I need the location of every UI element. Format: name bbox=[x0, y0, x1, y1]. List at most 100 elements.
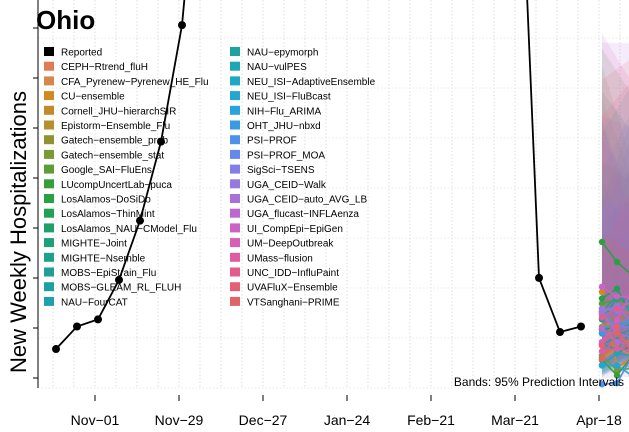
legend-swatch bbox=[230, 208, 240, 218]
bands-annotation: Bands: 95% Prediction Intervals bbox=[454, 375, 624, 389]
forecast-lines bbox=[598, 238, 629, 388]
legend-label: NAU−vulPES bbox=[247, 62, 307, 73]
legend-label: UI_CompEpi−EpiGen bbox=[247, 224, 343, 235]
legend-swatch bbox=[44, 252, 54, 262]
legend-label: MOBS−EpiStrain_Flu bbox=[61, 268, 156, 279]
forecast-point bbox=[598, 348, 606, 355]
legend-item: PSI−PROF bbox=[230, 135, 297, 147]
grid-lines bbox=[38, 0, 629, 389]
reported-series bbox=[52, 0, 585, 354]
legend-item: NAU−epymorph bbox=[230, 47, 318, 59]
forecast-point bbox=[598, 325, 606, 332]
legend-swatch bbox=[230, 282, 240, 292]
legend-swatch bbox=[230, 47, 240, 56]
forecast-point bbox=[598, 342, 606, 349]
legend-item: VTSanghani−PRIME bbox=[230, 296, 340, 308]
reported-point bbox=[178, 21, 186, 30]
legend-label: SigSci−TSENS bbox=[247, 165, 315, 176]
legend-label: Gatech−ensemble_stat bbox=[61, 150, 164, 161]
forecast-line bbox=[601, 332, 629, 360]
legend-label: UNC_IDD−InfluPaint bbox=[247, 268, 339, 279]
forecast-point bbox=[613, 258, 621, 266]
legend-swatch bbox=[230, 149, 240, 159]
reported-point bbox=[52, 345, 60, 354]
x-tick-label: Mar−21 bbox=[491, 412, 539, 428]
legend-swatch bbox=[44, 105, 54, 115]
prediction-band bbox=[602, 65, 629, 342]
legend-swatch bbox=[44, 135, 54, 145]
legend-swatch bbox=[44, 267, 54, 277]
legend-swatch bbox=[230, 76, 240, 86]
prediction-band bbox=[602, 60, 629, 366]
forecast-point bbox=[598, 362, 606, 369]
forecast-point bbox=[613, 338, 621, 346]
legend-label: MIGHTE−Nsemble bbox=[61, 253, 146, 264]
legend-label: Epistorm−Ensemble_Flu bbox=[61, 121, 170, 132]
legend-label: CEPH−Rtrend_fluH bbox=[61, 62, 148, 73]
legend-label: MIGHTE−Joint bbox=[61, 239, 127, 250]
legend-label: PSI−PROF_MOA bbox=[247, 150, 325, 161]
forecast-point bbox=[598, 295, 606, 302]
legend-item: NAU−vulPES bbox=[230, 61, 307, 73]
legend-item: LosAlamos−DoSiDo bbox=[44, 194, 151, 206]
legend-item: UMass−flusion bbox=[230, 252, 313, 264]
legend-label: NIH−Flu_ARIMA bbox=[247, 106, 322, 117]
forecast-point bbox=[598, 355, 606, 362]
legend-label: NEU_ISI−FluBcast bbox=[247, 92, 331, 103]
forecast-point bbox=[598, 300, 606, 307]
legend-label: UVAFluX−Ensemble bbox=[247, 283, 338, 294]
legend-swatch bbox=[44, 194, 54, 203]
legend-item: CU−ensemble bbox=[44, 91, 125, 103]
legend-item: Google_SAI−FluEns bbox=[44, 164, 152, 176]
legend-label: VTSanghani−PRIME bbox=[247, 297, 340, 308]
reported-point bbox=[157, 137, 165, 146]
legend-item: LUcompUncertLab−puca bbox=[44, 179, 172, 191]
legend-swatch bbox=[44, 120, 54, 130]
legend-item: LosAlamos−ThinMint bbox=[44, 208, 155, 220]
forecast-point bbox=[613, 330, 621, 337]
forecast-point bbox=[613, 367, 621, 374]
reported-point bbox=[535, 273, 543, 282]
forecast-line bbox=[601, 311, 629, 323]
legend-item: UGA_CEID−auto_AVG_LB bbox=[230, 194, 367, 206]
forecast-point bbox=[613, 293, 621, 300]
forecast-point bbox=[613, 362, 621, 369]
legend-item: NAU−FourCAT bbox=[44, 296, 128, 308]
legend: Reported CEPH−Rtrend_fluH CFA_Pyrenew−Pyre… bbox=[44, 47, 376, 308]
legend-label: CFA_Pyrenew−Pyrenew_HE_Flu bbox=[61, 77, 209, 88]
legend-item: CFA_Pyrenew−Pyrenew_HE_Flu bbox=[44, 76, 209, 88]
forecast-line bbox=[601, 347, 629, 353]
legend-swatch bbox=[44, 164, 54, 174]
legend-item: UGA_flucast−INFLAenza bbox=[230, 208, 359, 220]
reported-point bbox=[94, 315, 102, 324]
legend-swatch bbox=[44, 208, 54, 218]
prediction-band bbox=[602, 125, 629, 344]
legend-label: Google_SAI−FluEns bbox=[61, 165, 152, 176]
legend-swatch bbox=[230, 164, 240, 174]
legend-label: UGA_flucast−INFLAenza bbox=[247, 209, 359, 220]
forecast-point bbox=[613, 345, 621, 352]
x-tick-label: Nov−01 bbox=[71, 412, 120, 428]
legend-label: Gatech−ensemble_prob bbox=[61, 136, 168, 147]
forecast-line bbox=[601, 291, 629, 369]
legend-item: UM−DeepOutbreak bbox=[230, 238, 334, 250]
legend-swatch bbox=[44, 296, 54, 306]
legend-swatch bbox=[230, 238, 240, 248]
legend-label: MOBS−GLEAM_RL_FLUH bbox=[61, 283, 181, 294]
legend-label: UM−DeepOutbreak bbox=[247, 239, 334, 250]
forecast-point bbox=[613, 380, 621, 387]
legend-label: NEU_ISI−AdaptiveEnsemble bbox=[247, 77, 376, 88]
legend-swatch bbox=[44, 91, 54, 101]
legend-item: MOBS−EpiStrain_Flu bbox=[44, 267, 156, 279]
legend-item: MIGHTE−Nsemble bbox=[44, 252, 146, 264]
forecast-line bbox=[601, 287, 629, 313]
forecast-point bbox=[598, 314, 606, 321]
forecast-line bbox=[601, 348, 629, 360]
legend-item: Reported bbox=[44, 47, 102, 59]
y-axis-label: New Weekly Hospitalizations bbox=[6, 91, 31, 373]
x-tick-label: Jan−24 bbox=[324, 412, 371, 428]
reported-point bbox=[577, 322, 585, 331]
reported-point bbox=[556, 328, 564, 337]
legend-item: Cornell_JHU−hierarchSIR bbox=[44, 105, 176, 117]
